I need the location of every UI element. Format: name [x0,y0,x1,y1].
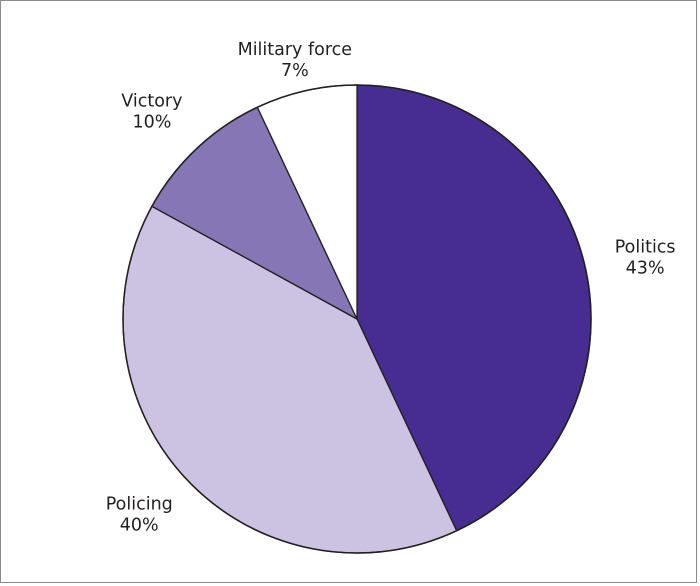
slice-name: Military force [238,40,352,60]
slice-percent: 40% [120,516,159,536]
slice-label-military-force: Military force 7% [238,40,352,81]
slice-percent: 10% [132,113,171,133]
slice-percent: 43% [626,258,665,278]
slice-name: Victory [121,92,182,112]
slice-label-politics: Politics 43% [615,237,676,278]
pie-labels: Politics 43% Policing 40% Victory 10% Military… [106,40,676,536]
pie-outline [122,84,592,554]
slice-percent: 7% [281,61,309,81]
pie-slices [122,84,592,554]
slice-name: Politics [615,237,676,257]
slice-label-victory: Victory 10% [121,92,182,133]
slice-label-policing: Policing 40% [106,495,173,536]
slice-name: Policing [106,495,173,515]
